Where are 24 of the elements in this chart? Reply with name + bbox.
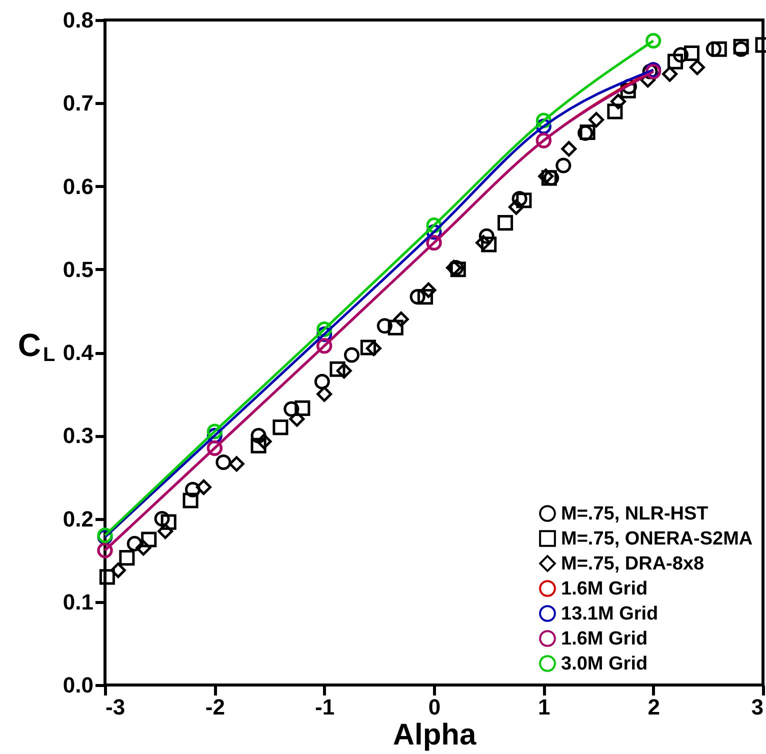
y-tick-label: 0.5 bbox=[62, 256, 94, 282]
legend-label: 1.6M Grid bbox=[561, 578, 648, 600]
x-tick-label: 3 bbox=[751, 694, 764, 720]
legend-label: 1.6M Grid bbox=[561, 628, 648, 650]
x-tick-label: -1 bbox=[315, 694, 335, 720]
y-tick-label: 0.0 bbox=[62, 672, 94, 698]
y-tick-label: 0.3 bbox=[62, 423, 94, 448]
y-tick-label: 0.8 bbox=[62, 8, 94, 32]
x-axis-title: Alpha bbox=[392, 718, 476, 752]
legend-label: M=.75, ONERA-S2MA bbox=[561, 528, 753, 550]
legend-label: 3.0M Grid bbox=[561, 654, 648, 674]
x-tick-label: 0 bbox=[428, 694, 441, 720]
y-tick-label: 0.6 bbox=[62, 174, 94, 199]
x-tick-label: 2 bbox=[648, 694, 660, 720]
y-tick-label: 0.1 bbox=[62, 589, 94, 614]
x-tick-label: -2 bbox=[205, 694, 225, 720]
x-tick-label: 1 bbox=[538, 694, 550, 720]
y-tick-label: 0.7 bbox=[62, 90, 94, 116]
x-tick-label: -3 bbox=[106, 694, 126, 720]
legend-label: M=.75, NLR-HST bbox=[561, 504, 709, 524]
y-tick-label: 0.4 bbox=[62, 340, 94, 365]
legend-label: 13.1M Grid bbox=[561, 604, 658, 624]
legend-label: M=.75, DRA-8x8 bbox=[561, 554, 704, 574]
y-tick-label: 0.2 bbox=[62, 506, 94, 532]
